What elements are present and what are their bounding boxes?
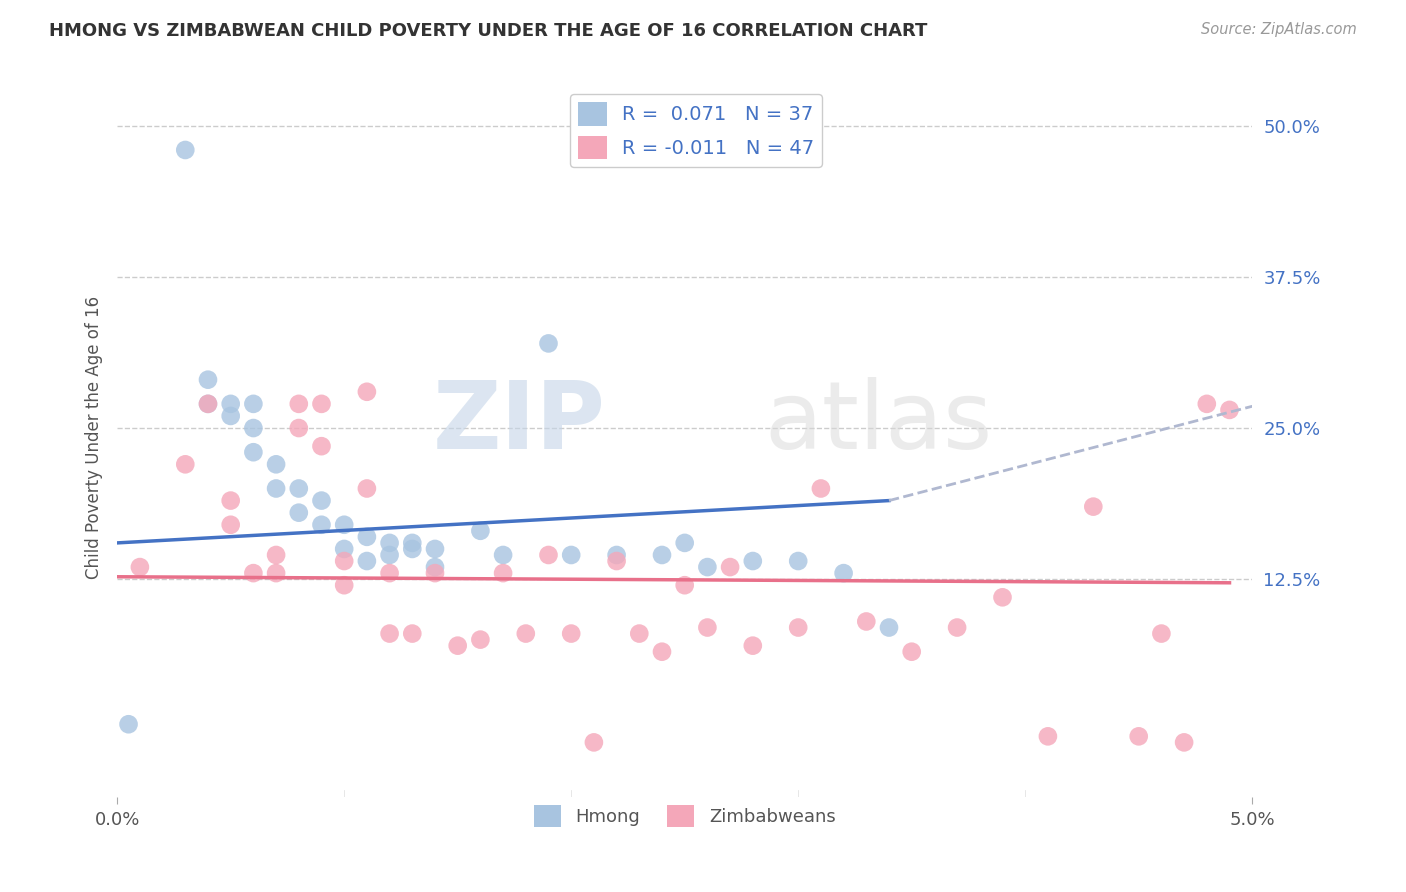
Point [423,566,446,581]
Point [242,421,264,435]
Point [401,536,423,550]
Point [1173,735,1195,749]
Point [470,524,492,538]
Point [606,548,628,562]
Point [311,517,333,532]
Point [288,397,311,411]
Point [197,373,219,387]
Point [492,566,515,581]
Point [741,554,763,568]
Point [810,482,832,496]
Point [718,560,741,574]
Point [174,458,197,472]
Point [219,409,242,423]
Point [560,548,582,562]
Point [174,143,197,157]
Y-axis label: Child Poverty Under the Age of 16: Child Poverty Under the Age of 16 [86,295,103,579]
Point [1083,500,1105,514]
Point [787,554,810,568]
Point [651,645,673,659]
Point [117,717,139,731]
Point [333,541,356,556]
Point [582,735,605,749]
Point [696,560,718,574]
Point [787,621,810,635]
Text: HMONG VS ZIMBABWEAN CHILD POVERTY UNDER THE AGE OF 16 CORRELATION CHART: HMONG VS ZIMBABWEAN CHILD POVERTY UNDER … [49,22,928,40]
Point [515,626,537,640]
Point [264,458,287,472]
Point [333,517,356,532]
Point [242,445,264,459]
Point [219,493,242,508]
Point [288,506,311,520]
Point [128,560,150,574]
Point [219,517,242,532]
Point [378,536,401,550]
Point [401,626,423,640]
Point [741,639,763,653]
Point [606,554,628,568]
Point [946,621,969,635]
Point [378,548,401,562]
Point [900,645,922,659]
Point [447,639,470,653]
Text: Source: ZipAtlas.com: Source: ZipAtlas.com [1201,22,1357,37]
Legend: Hmong, Zimbabweans: Hmong, Zimbabweans [527,798,842,835]
Point [311,439,333,453]
Point [311,397,333,411]
Point [264,482,287,496]
Point [492,548,515,562]
Text: atlas: atlas [763,376,993,468]
Point [311,493,333,508]
Point [197,397,219,411]
Point [991,591,1014,605]
Point [197,397,219,411]
Point [1036,729,1059,743]
Point [423,560,446,574]
Point [356,530,378,544]
Point [537,548,560,562]
Point [401,541,423,556]
Point [423,541,446,556]
Point [877,621,900,635]
Point [832,566,855,581]
Point [696,621,718,635]
Point [651,548,673,562]
Point [470,632,492,647]
Point [673,536,696,550]
Point [855,615,877,629]
Point [288,421,311,435]
Point [333,554,356,568]
Point [1218,403,1240,417]
Point [378,566,401,581]
Point [378,626,401,640]
Point [1150,626,1173,640]
Point [242,397,264,411]
Point [264,548,287,562]
Point [288,482,311,496]
Point [264,566,287,581]
Point [1128,729,1150,743]
Point [356,482,378,496]
Point [628,626,651,640]
Point [333,578,356,592]
Point [537,336,560,351]
Point [242,566,264,581]
Point [219,397,242,411]
Point [560,626,582,640]
Text: ZIP: ZIP [433,376,605,468]
Point [356,554,378,568]
Point [356,384,378,399]
Point [1195,397,1218,411]
Point [673,578,696,592]
